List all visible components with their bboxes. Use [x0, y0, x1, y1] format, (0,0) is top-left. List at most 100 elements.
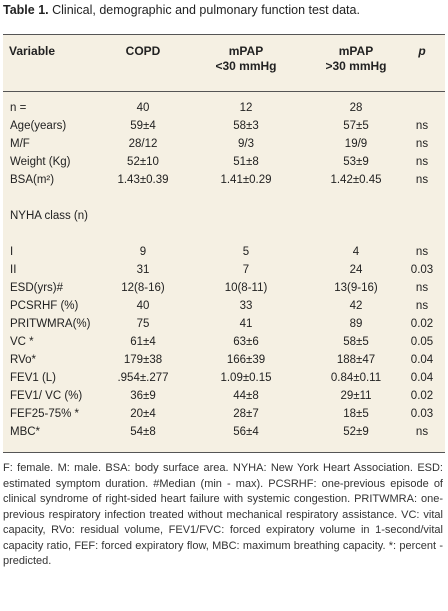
table-row: I 9 5 4 ns — [3, 243, 445, 261]
cell-copd: 40 — [136, 300, 150, 312]
cell-mpap-high: 24 — [349, 264, 363, 276]
table-row: RVo* 179±38 166±39 188±47 0.04 — [3, 351, 445, 369]
cell-mpap-low: 1.41±0.29 — [220, 174, 272, 186]
cell-variable: RVo* — [10, 354, 37, 366]
cell-copd: 75 — [136, 318, 150, 330]
cell-mpap-low: 10(8-11) — [224, 282, 268, 294]
cell-mpap-low: 56±4 — [233, 426, 259, 438]
table-row: II 31 7 24 0.03 — [3, 261, 445, 279]
cell-p-value: 0.02 — [410, 390, 434, 402]
cell-p-value: 0.05 — [410, 336, 434, 348]
cell-p-value: ns — [415, 300, 429, 312]
cell-mpap-low: 7 — [242, 264, 250, 276]
cell-variable: ESD(yrs)# — [10, 282, 64, 294]
cell-variable: M/F — [10, 138, 30, 150]
cell-variable: VC * — [10, 336, 34, 348]
table-footnote: F: female. M: male. BSA: body surface ar… — [3, 462, 443, 567]
cell-mpap-low: 33 — [239, 300, 253, 312]
cell-copd: 9 — [139, 246, 147, 258]
cell-mpap-high: 28 — [349, 102, 363, 114]
table-body: n = 40 12 28 Age(years) 59±4 58±3 57±5 ns M/F 28/1… — [3, 99, 445, 441]
table-row: FEV1/ VC (%) 36±9 44±8 29±11 0.02 — [3, 387, 445, 405]
cell-mpap-high: 1.42±0.45 — [330, 174, 382, 186]
cell-variable: I — [10, 246, 14, 258]
cell-copd: 179±38 — [123, 354, 163, 366]
header-mpap-low-line2: <30 mmHg — [215, 59, 277, 73]
cell-mpap-high: 42 — [349, 300, 363, 312]
table-row: PCSRHF (%) 40 33 42 ns — [3, 297, 445, 315]
cell-p-value: ns — [415, 426, 429, 438]
cell-variable: FEV1 (L) — [10, 372, 57, 384]
cell-variable: II — [10, 264, 17, 276]
table-row: ESD(yrs)# 12(8-16) 10(8-11) 13(9-16) ns — [3, 279, 445, 297]
header-mpap-high-line2: >30 mmHg — [325, 59, 387, 73]
cell-variable: Age(years) — [10, 120, 67, 132]
cell-mpap-low: 9/3 — [238, 138, 254, 150]
cell-p-value: 0.02 — [410, 318, 434, 330]
table-row: Weight (Kg) 52±10 51±8 53±9 ns — [3, 153, 445, 171]
cell-variable: FEV1/ VC (%) — [10, 390, 83, 402]
cell-variable: PRITWMRA(%) — [10, 318, 91, 330]
cell-mpap-high: 58±5 — [343, 336, 369, 348]
cell-copd: 61±4 — [130, 336, 156, 348]
table-label: Table 1. — [3, 3, 49, 17]
cell-variable: n = — [10, 102, 27, 114]
table-row: FEV1 (L) .954±.277 1.09±0.15 0.84±0.11 0.04 — [3, 369, 445, 387]
cell-p-value: ns — [415, 138, 429, 150]
cell-mpap-low: 41 — [239, 318, 253, 330]
cell-copd: 52±10 — [127, 156, 159, 168]
cell-variable: MBC* — [10, 426, 41, 438]
table-row: M/F 28/12 9/3 19/9 ns — [3, 135, 445, 153]
cell-copd: 12(8-16) — [121, 282, 165, 294]
cell-mpap-high: 4 — [352, 246, 360, 258]
cell-mpap-high: 57±5 — [343, 120, 369, 132]
cell-mpap-low: 63±6 — [233, 336, 259, 348]
cell-copd: 1.43±0.39 — [117, 174, 169, 186]
cell-mpap-low: 1.09±0.15 — [220, 372, 272, 384]
cell-copd: 31 — [136, 264, 150, 276]
cell-copd: 36±9 — [130, 390, 156, 402]
cell-mpap-high: 19/9 — [344, 138, 368, 150]
table-row: NYHA class (n) — [3, 207, 445, 225]
cell-p-value: ns — [415, 120, 429, 132]
cell-copd: 59±4 — [130, 120, 156, 132]
cell-p-value: 0.03 — [410, 264, 434, 276]
cell-mpap-high: 18±5 — [343, 408, 369, 420]
table-title: Clinical, demographic and pulmonary func… — [52, 3, 360, 17]
cell-copd: .954±.277 — [117, 372, 169, 384]
cell-p-value: ns — [415, 156, 429, 168]
table-row: BSA(m²) 1.43±0.39 1.41±0.29 1.42±0.45 ns — [3, 171, 445, 189]
table-row: PRITWMRA(%) 75 41 89 0.02 — [3, 315, 445, 333]
cell-copd: 40 — [136, 102, 150, 114]
table-row — [3, 189, 445, 207]
cell-variable: FEF25-75% * — [10, 408, 80, 420]
table-header: Variable COPD mPAP <30 mmHg mPAP >30 mmH… — [3, 35, 445, 92]
table-row: n = 40 12 28 — [3, 99, 445, 117]
cell-mpap-low: 12 — [239, 102, 253, 114]
cell-variable: NYHA class (n) — [10, 210, 88, 222]
cell-variable: PCSRHF (%) — [10, 300, 79, 312]
table-row: MBC* 54±8 56±4 52±9 ns — [3, 423, 445, 441]
cell-mpap-high: 0.84±0.11 — [330, 372, 382, 384]
cell-mpap-high: 13(9-16) — [334, 282, 378, 294]
table-row: VC * 61±4 63±6 58±5 0.05 — [3, 333, 445, 351]
data-table: Variable COPD mPAP <30 mmHg mPAP >30 mmH… — [3, 34, 445, 453]
cell-mpap-high: 188±47 — [336, 354, 376, 366]
cell-copd: 28/12 — [128, 138, 158, 150]
cell-mpap-high: 53±9 — [343, 156, 369, 168]
table-row: Age(years) 59±4 58±3 57±5 ns — [3, 117, 445, 135]
header-mpap-high: mPAP >30 mmHg — [311, 44, 401, 74]
cell-p-value: 0.04 — [410, 354, 434, 366]
cell-copd: 54±8 — [130, 426, 156, 438]
header-variable: Variable — [9, 44, 56, 58]
table-row: FEF25-75% * 20±4 28±7 18±5 0.03 — [3, 405, 445, 423]
header-mpap-high-line1: mPAP — [338, 44, 374, 58]
cell-variable: Weight (Kg) — [10, 156, 71, 168]
cell-p-value: 0.04 — [410, 372, 434, 384]
cell-p-value: 0.03 — [410, 408, 434, 420]
cell-mpap-high: 89 — [349, 318, 363, 330]
cell-mpap-low: 166±39 — [226, 354, 266, 366]
cell-mpap-low: 5 — [242, 246, 250, 258]
header-p-value: p — [418, 44, 426, 58]
cell-mpap-low: 58±3 — [233, 120, 259, 132]
